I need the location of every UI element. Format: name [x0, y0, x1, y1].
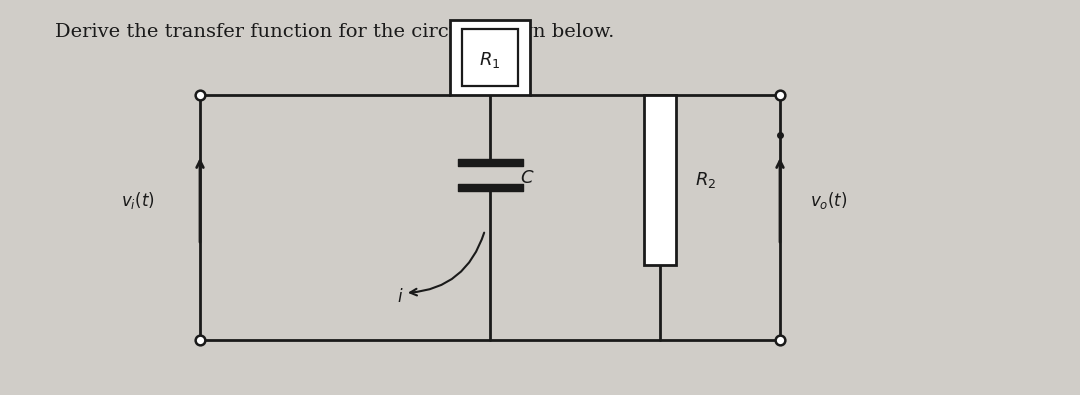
Bar [644, 95, 676, 265]
Text: $i$: $i$ [396, 288, 403, 306]
Text: $v_i(t)$: $v_i(t)$ [121, 190, 156, 211]
Text: $R_2$: $R_2$ [696, 170, 716, 190]
Text: $v_o(t)$: $v_o(t)$ [810, 190, 848, 211]
Bar [462, 29, 518, 86]
Text: $C$: $C$ [519, 169, 535, 187]
Text: $R_1$: $R_1$ [480, 50, 501, 70]
FancyBboxPatch shape [450, 20, 530, 95]
Text: Derive the transfer function for the circuit shown below.: Derive the transfer function for the cir… [55, 23, 615, 41]
